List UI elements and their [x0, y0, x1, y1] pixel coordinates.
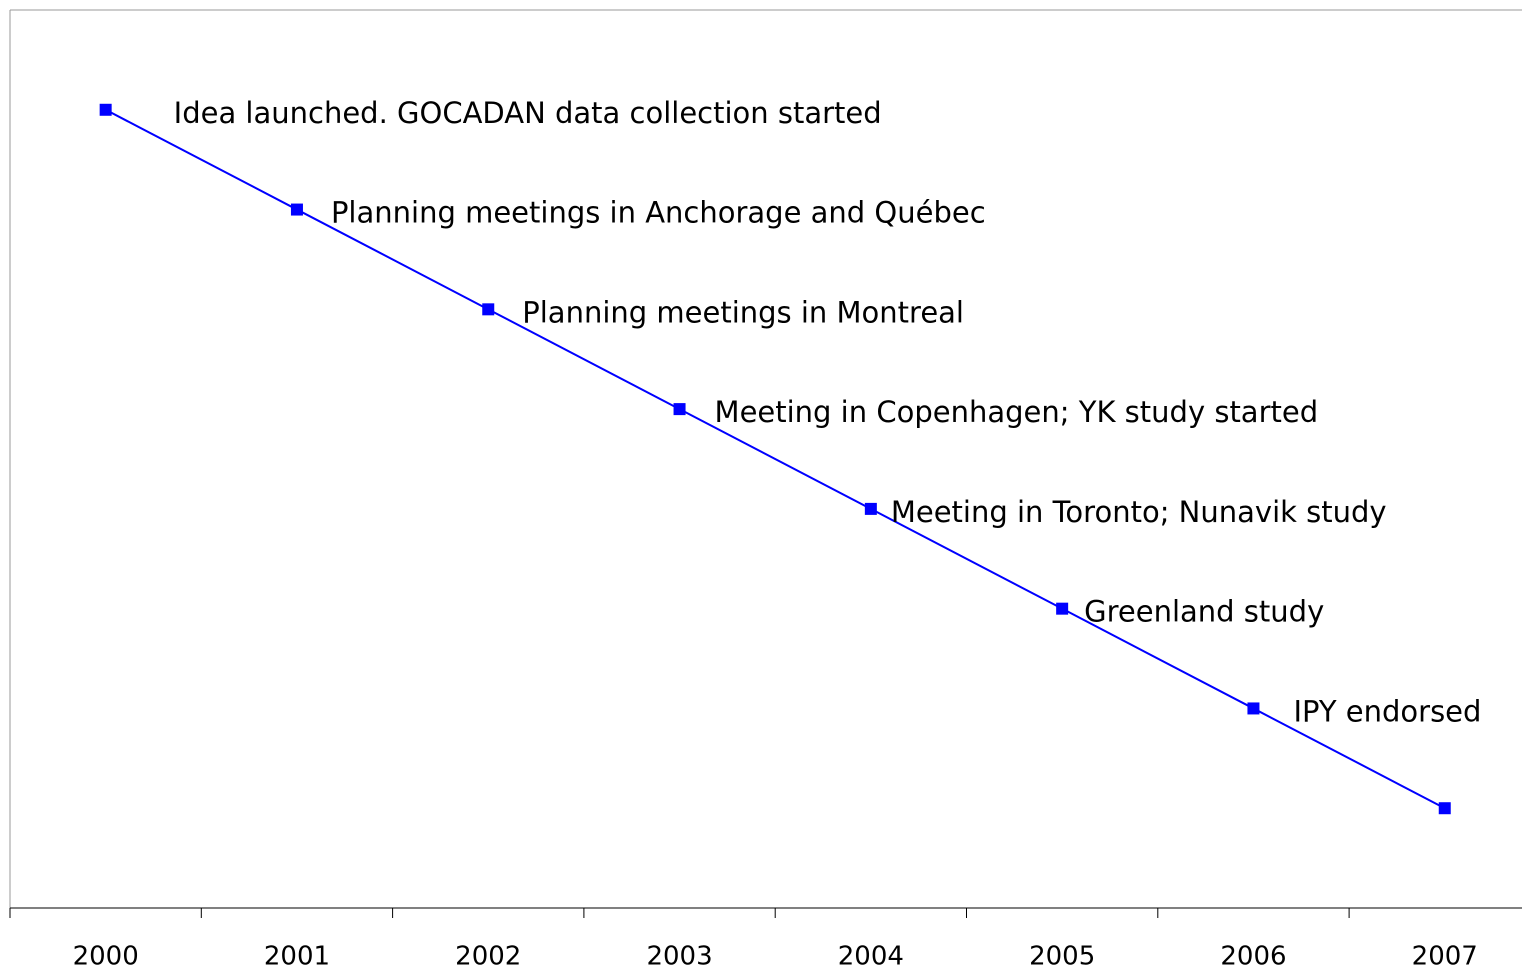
- x-tick-label: 2001: [264, 942, 330, 970]
- x-tick-label: 2000: [73, 942, 139, 970]
- annotation: Planning meetings in Montreal: [522, 295, 964, 329]
- annotation: Meeting in Copenhagen; YK study started: [715, 395, 1319, 429]
- point-marker: [1438, 802, 1451, 815]
- annotation: Meeting in Toronto; Nunavik study: [891, 495, 1387, 529]
- point-marker: [1247, 702, 1260, 715]
- annotation: Idea launched. GOCADAN data collection s…: [174, 96, 882, 130]
- x-tick-label: 2006: [1220, 942, 1286, 970]
- annotation: Planning meetings in Anchorage and Québe…: [331, 196, 986, 230]
- point-marker: [673, 403, 686, 416]
- point-marker: [99, 103, 112, 116]
- x-tick-label: 2004: [838, 942, 904, 970]
- annotation: IPY endorsed: [1293, 694, 1481, 728]
- annotation: Greenland study: [1084, 595, 1324, 629]
- series-line: [105, 108, 1446, 810]
- x-tick-label: 2002: [455, 942, 521, 970]
- x-tick-label: 2003: [646, 942, 712, 970]
- x-tick-label: 2005: [1029, 942, 1095, 970]
- point-marker: [290, 203, 303, 216]
- point-marker: [864, 502, 877, 515]
- point-marker: [1056, 602, 1069, 615]
- x-tick-label: 2007: [1412, 942, 1478, 970]
- point-marker: [482, 303, 495, 316]
